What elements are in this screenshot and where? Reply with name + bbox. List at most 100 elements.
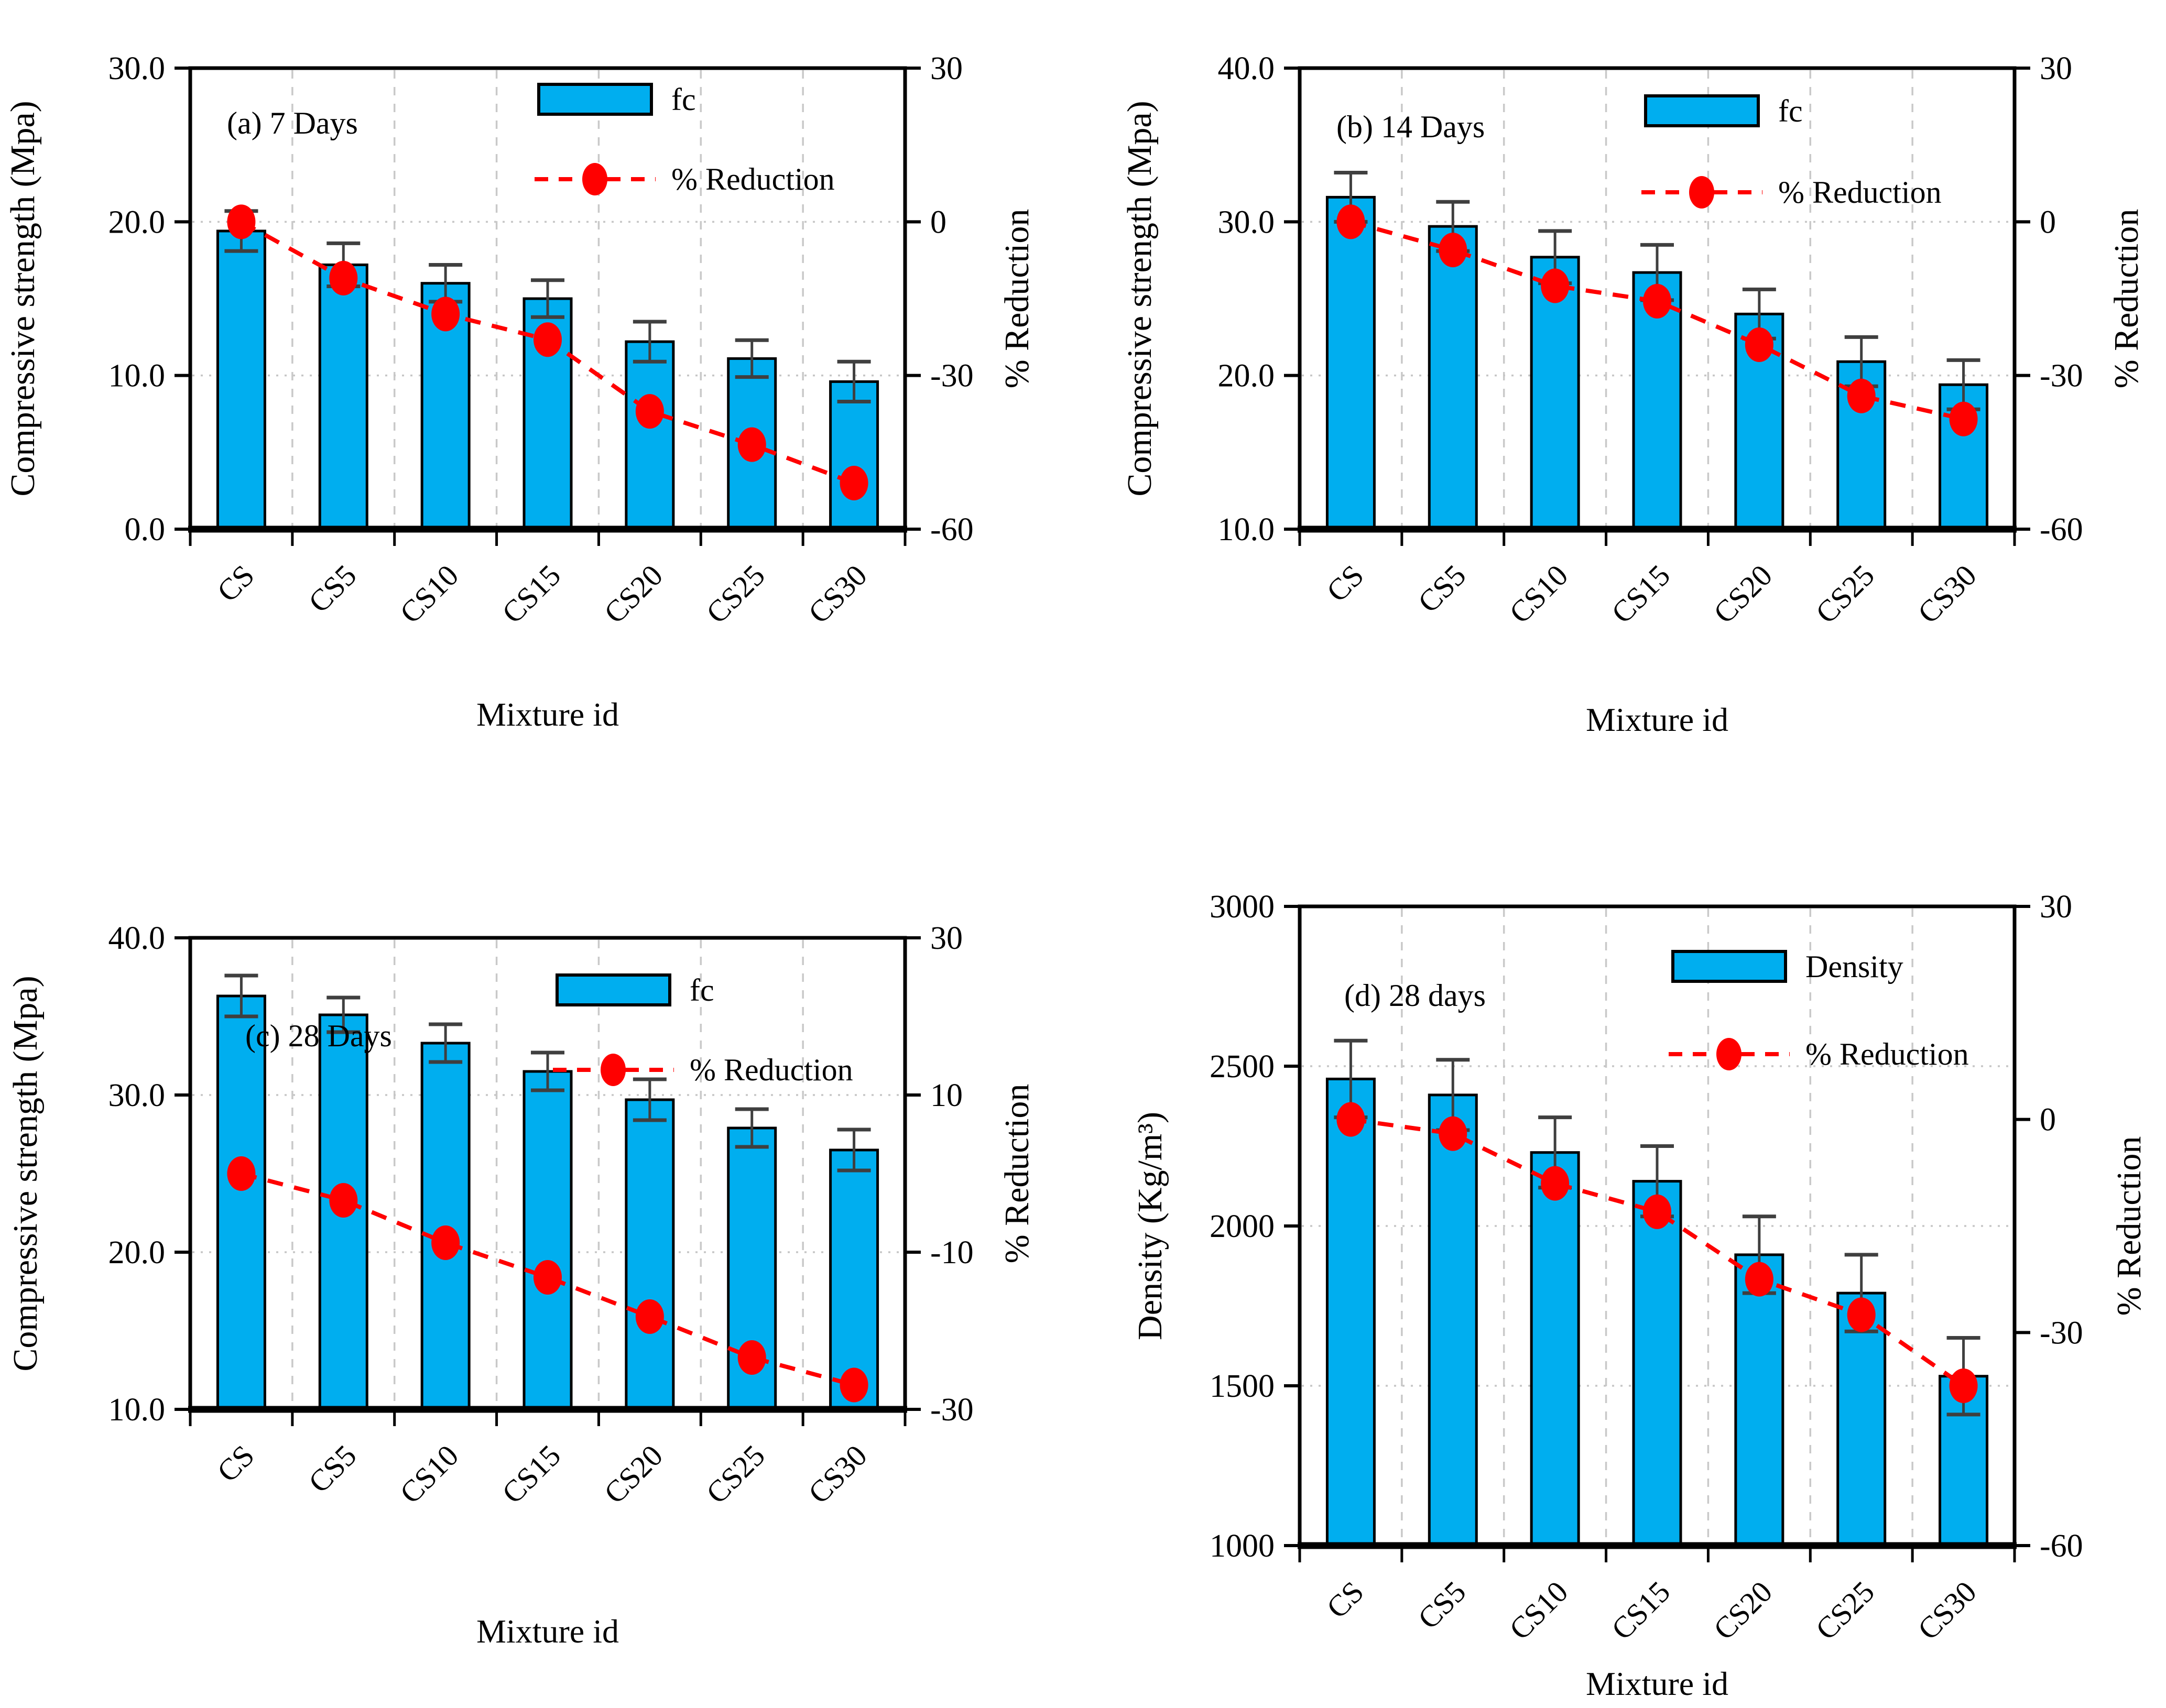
x-category-label: CS15: [495, 1438, 567, 1510]
error-bar-CS30: [837, 359, 871, 404]
bar-CS5: [318, 263, 368, 531]
legend: Density % Reduction: [1669, 949, 1969, 1071]
x-category-label: CS15: [495, 558, 567, 630]
left-tick-label: 40.0: [1218, 51, 1275, 86]
reduction-point-CS: [1336, 204, 1365, 239]
reduction-point-CS30: [840, 1367, 868, 1403]
error-bar-CS20: [633, 1077, 667, 1122]
panel-c-chart: 40.0 30.0 20.0 10.0 30 10 -10 -30 CS CS5 CS10 CS15 C…: [6, 921, 1036, 1650]
left-tick-label: 3000: [1210, 889, 1275, 925]
x-category-label: CS20: [1707, 558, 1779, 630]
x-category-label: CS: [210, 558, 260, 608]
right-tick-label: -60: [2040, 512, 2083, 548]
x-axis-title: Mixture id: [1586, 1665, 1728, 1702]
error-bar-CS10: [429, 1022, 463, 1064]
reduction-point-CS15: [534, 322, 562, 357]
x-category-label: CS30: [1911, 558, 1983, 630]
left-tick-label: 10.0: [108, 1392, 166, 1428]
x-category-label: CS30: [1911, 1574, 1983, 1646]
right-axis-title: % Reduction: [2110, 1136, 2148, 1316]
legend: fc % Reduction: [1641, 94, 1942, 210]
reduction-point-CS15: [1643, 283, 1671, 319]
error-bar-CS25: [735, 1107, 769, 1149]
reduction-point-CS5: [329, 260, 358, 295]
x-category-label: CS5: [1411, 1574, 1473, 1636]
x-category-label: CS25: [1809, 558, 1881, 630]
x-category-label: CS30: [802, 1438, 874, 1510]
reduction-point-CS20: [635, 1299, 664, 1334]
legend-line-label: % Reduction: [1805, 1037, 1969, 1071]
reduction-point-CS15: [1643, 1194, 1671, 1229]
bar-CS30: [829, 380, 879, 531]
bar-CS5: [1428, 225, 1478, 531]
reduction-point-CS5: [329, 1183, 358, 1218]
left-tick-label: 30.0: [108, 51, 166, 86]
right-axis-title: % Reduction: [998, 1084, 1036, 1264]
x-category-label: CS: [1320, 1574, 1370, 1625]
reduction-point-CS30: [840, 466, 868, 500]
right-tick-label: -30: [930, 1392, 974, 1428]
panel-b: 40.0 30.0 20.0 10.0 30 0 -30 -60 CS CS5 CS10 CS15 CS…: [1083, 0, 2166, 854]
panel-d-chart: 3000 2500 2000 1500 1000 30 0 -30 -60 CS CS5 CS10 CS…: [1131, 889, 2148, 1702]
x-category-label: CS25: [700, 1438, 771, 1510]
legend-line-label: % Reduction: [1778, 175, 1942, 210]
panel-c: 40.0 30.0 20.0 10.0 30 10 -10 -30 CS CS5 CS10 CS15 C…: [0, 854, 1083, 1708]
reduction-point-CS10: [431, 1225, 460, 1260]
legend-marker-swatch: [1716, 1038, 1741, 1070]
right-tick-label: 0: [2040, 204, 2056, 240]
right-tick-label: 30: [930, 921, 963, 956]
x-category-label: CS25: [700, 558, 771, 630]
panel-a-chart: 30.0 20.0 10.0 0.0 30 0 -30 -60 CS CS5 CS10 CS15 CS2…: [4, 51, 1036, 733]
reduction-point-CS20: [1745, 327, 1773, 362]
x-category-label: CS10: [1503, 558, 1574, 630]
bar-CS: [216, 994, 266, 1411]
x-category-label: CS5: [302, 558, 363, 619]
left-tick-label: 1000: [1210, 1528, 1275, 1564]
reduction-point-CS25: [737, 1340, 766, 1375]
panel-label: (b) 14 Days: [1336, 110, 1485, 144]
bar-CS30: [829, 1148, 879, 1411]
legend-bar-swatch: [537, 83, 653, 116]
left-tick-label: 1500: [1210, 1368, 1275, 1404]
left-tick-label: 20.0: [108, 204, 166, 240]
x-category-label: CS20: [597, 558, 669, 630]
bar-CS: [1325, 195, 1376, 531]
legend: fc % Reduction: [535, 82, 835, 196]
reduction-point-CS15: [534, 1260, 562, 1295]
x-category-label: CS10: [1503, 1574, 1574, 1646]
bar-CS20: [625, 1098, 675, 1411]
reduction-point-CS25: [1847, 1297, 1876, 1332]
reduction-point-CS25: [1847, 378, 1876, 413]
bar-CS15: [523, 1070, 573, 1411]
right-tick-label: -30: [2040, 358, 2083, 394]
legend-bar-label: fc: [1778, 94, 1803, 128]
bar-CS: [1325, 1077, 1376, 1547]
right-tick-label: -60: [930, 512, 974, 548]
error-bar-CS30: [837, 1127, 871, 1173]
x-category-label: CS15: [1605, 1574, 1677, 1646]
reduction-point-CS: [227, 204, 256, 239]
error-bar-CS15: [531, 1050, 564, 1092]
legend-bar-label: Density: [1805, 949, 1903, 984]
left-tick-label: 40.0: [108, 921, 166, 956]
legend-bar-swatch: [556, 973, 671, 1006]
bar-CS20: [1734, 1253, 1784, 1547]
error-bar-CS: [224, 973, 258, 1019]
reduction-point-CS: [1336, 1102, 1365, 1137]
left-tick-label: 2000: [1210, 1209, 1275, 1244]
left-tick-label: 30.0: [108, 1078, 166, 1113]
right-axis-title: % Reduction: [2107, 209, 2146, 389]
right-axis-title: % Reduction: [998, 209, 1036, 389]
x-category-label: CS20: [1707, 1574, 1779, 1646]
x-category-label: CS10: [393, 558, 465, 630]
x-category-label: CS15: [1605, 558, 1677, 630]
reduction-point-CS20: [1745, 1262, 1773, 1297]
x-category-label: CS10: [393, 1438, 465, 1510]
legend-line-label: % Reduction: [690, 1053, 853, 1087]
panel-label: (c) 28 Days: [245, 1019, 392, 1053]
left-axis-title: Compressive strength (Mpa): [6, 976, 45, 1371]
reduction-point-CS5: [1439, 233, 1467, 268]
right-tick-label: 0: [2040, 1102, 2056, 1138]
legend-marker-swatch: [582, 163, 607, 195]
error-bar-CS20: [633, 320, 667, 364]
